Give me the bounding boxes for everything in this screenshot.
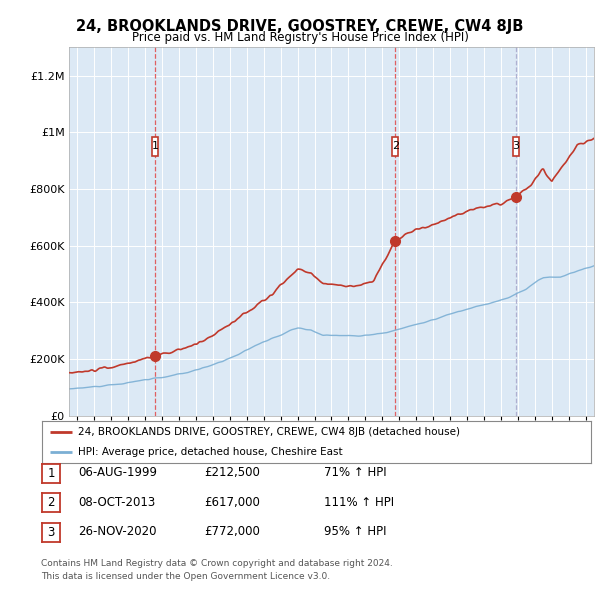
Text: 95% ↑ HPI: 95% ↑ HPI	[324, 525, 386, 538]
Text: 3: 3	[47, 526, 55, 539]
Text: 08-OCT-2013: 08-OCT-2013	[78, 496, 155, 509]
Text: 24, BROOKLANDS DRIVE, GOOSTREY, CREWE, CW4 8JB: 24, BROOKLANDS DRIVE, GOOSTREY, CREWE, C…	[76, 19, 524, 34]
Text: HPI: Average price, detached house, Cheshire East: HPI: Average price, detached house, Ches…	[77, 447, 343, 457]
Text: 26-NOV-2020: 26-NOV-2020	[78, 525, 157, 538]
Text: £772,000: £772,000	[204, 525, 260, 538]
Text: 2: 2	[47, 496, 55, 509]
Text: £617,000: £617,000	[204, 496, 260, 509]
Text: 3: 3	[512, 142, 520, 152]
Text: 2: 2	[392, 142, 399, 152]
Text: Price paid vs. HM Land Registry's House Price Index (HPI): Price paid vs. HM Land Registry's House …	[131, 31, 469, 44]
FancyBboxPatch shape	[152, 137, 158, 156]
FancyBboxPatch shape	[392, 137, 398, 156]
Text: 71% ↑ HPI: 71% ↑ HPI	[324, 466, 386, 479]
FancyBboxPatch shape	[513, 137, 519, 156]
Text: 1: 1	[152, 142, 159, 152]
Text: Contains HM Land Registry data © Crown copyright and database right 2024.
This d: Contains HM Land Registry data © Crown c…	[41, 559, 392, 581]
Text: 1: 1	[47, 467, 55, 480]
Text: 111% ↑ HPI: 111% ↑ HPI	[324, 496, 394, 509]
Text: £212,500: £212,500	[204, 466, 260, 479]
Text: 06-AUG-1999: 06-AUG-1999	[78, 466, 157, 479]
Text: 24, BROOKLANDS DRIVE, GOOSTREY, CREWE, CW4 8JB (detached house): 24, BROOKLANDS DRIVE, GOOSTREY, CREWE, C…	[77, 427, 460, 437]
